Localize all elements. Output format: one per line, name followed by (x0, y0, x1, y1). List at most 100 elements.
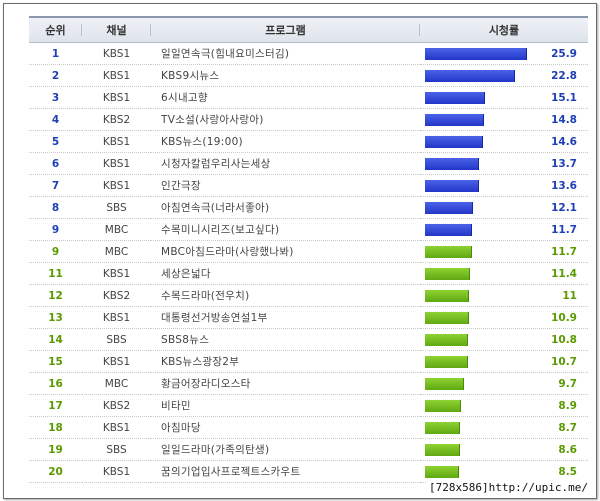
table-row[interactable]: 13 KBS1 대통령선거방송연설1부 10.9 (29, 306, 588, 329)
channel-cell: KBS1 (82, 152, 151, 175)
rating-value: 11 (562, 289, 577, 302)
rating-cell: 10.8 (420, 328, 588, 351)
table-row[interactable]: 9 MBC 수목미니시리즈(보고싶다) 11.7 (29, 218, 588, 241)
program-cell[interactable]: 6시내고향 (151, 86, 420, 109)
table-row[interactable]: 7 KBS1 인간극장 13.6 (29, 174, 588, 197)
rating-value: 10.9 (551, 311, 577, 324)
rank-cell: 13 (29, 306, 82, 329)
rating-bar (425, 69, 515, 82)
program-cell[interactable]: 수목드라마(전우치) (151, 284, 420, 307)
channel-cell: KBS2 (82, 108, 151, 131)
rating-cell: 15.1 (420, 86, 588, 109)
program-cell[interactable]: 아침연속극(너라서좋아) (151, 196, 420, 219)
channel-cell: KBS1 (82, 174, 151, 197)
table-row[interactable]: 8 SBS 아침연속극(너라서좋아) 12.1 (29, 196, 588, 219)
table-row[interactable]: 19 SBS 일일드라마(가족의탄생) 8.6 (29, 438, 588, 461)
rating-value: 11.7 (551, 223, 577, 236)
ratings-table: 순위 채널 프로그램 시청률 1 KBS1 일일연속극(힘내요미스터김) 25.9 2 K… (29, 16, 588, 483)
rank-cell: 18 (29, 416, 82, 439)
column-header-channel[interactable]: 채널 (82, 16, 151, 43)
program-cell[interactable]: 꿈의기업입사프로젝트스카우트 (151, 460, 420, 483)
table-row[interactable]: 12 KBS2 수목드라마(전우치) 11 (29, 284, 588, 307)
column-header-program[interactable]: 프로그램 (151, 16, 420, 43)
program-cell[interactable]: KBS뉴스(19:00) (151, 130, 420, 153)
table-row[interactable]: 17 KBS2 비타민 8.9 (29, 394, 588, 417)
rank-cell: 17 (29, 394, 82, 417)
rating-value: 11.4 (551, 267, 577, 280)
table-row[interactable]: 20 KBS1 꿈의기업입사프로젝트스카우트 8.5 (29, 460, 588, 483)
rating-cell: 11.7 (420, 240, 588, 263)
rating-cell: 14.8 (420, 108, 588, 131)
watermark-text: [728x586]http://upic.me/ (427, 481, 590, 494)
program-cell[interactable]: 일일드라마(가족의탄생) (151, 438, 420, 461)
rating-cell: 13.6 (420, 174, 588, 197)
ratings-table-container: 순위 채널 프로그램 시청률 1 KBS1 일일연속극(힘내요미스터김) 25.9 2 K… (29, 16, 588, 483)
table-row[interactable]: 11 KBS1 세상은넓다 11.4 (29, 262, 588, 285)
rating-value: 13.7 (551, 157, 577, 170)
rating-bar (425, 465, 459, 478)
table-body: 1 KBS1 일일연속극(힘내요미스터김) 25.9 2 KBS1 KBS9시뉴스 22.8 3… (29, 42, 588, 483)
program-cell[interactable]: KBS9시뉴스 (151, 64, 420, 87)
rating-cell: 8.6 (420, 438, 588, 461)
rank-cell: 14 (29, 328, 82, 351)
program-cell[interactable]: 아침마당 (151, 416, 420, 439)
screenshot-frame: 순위 채널 프로그램 시청률 1 KBS1 일일연속극(힘내요미스터김) 25.9 2 K… (3, 3, 597, 499)
rating-cell: 12.1 (420, 196, 588, 219)
table-row[interactable]: 5 KBS1 KBS뉴스(19:00) 14.6 (29, 130, 588, 153)
program-cell[interactable]: 인간극장 (151, 174, 420, 197)
channel-cell: KBS1 (82, 64, 151, 87)
rating-value: 9.7 (558, 377, 577, 390)
rank-cell: 2 (29, 64, 82, 87)
rank-cell: 7 (29, 174, 82, 197)
rating-bar (425, 179, 479, 192)
program-cell[interactable]: 황금어장라디오스타 (151, 372, 420, 395)
rating-value: 8.7 (558, 421, 577, 434)
program-cell[interactable]: 일일연속극(힘내요미스터김) (151, 42, 420, 65)
rating-bar (425, 91, 485, 104)
rating-cell: 14.6 (420, 130, 588, 153)
program-cell[interactable]: TV소설(사랑아사랑아) (151, 108, 420, 131)
column-header-rank[interactable]: 순위 (29, 16, 82, 43)
rating-bar (425, 223, 472, 236)
rating-bar (425, 377, 464, 390)
program-cell[interactable]: MBC아침드라마(사랑했나봐) (151, 240, 420, 263)
rating-value: 8.6 (558, 443, 577, 456)
rating-bar (425, 135, 483, 148)
rating-bar (425, 443, 460, 456)
table-row[interactable]: 4 KBS2 TV소설(사랑아사랑아) 14.8 (29, 108, 588, 131)
table-row[interactable]: 9 MBC MBC아침드라마(사랑했나봐) 11.7 (29, 240, 588, 263)
table-row[interactable]: 16 MBC 황금어장라디오스타 9.7 (29, 372, 588, 395)
table-row[interactable]: 15 KBS1 KBS뉴스광장2부 10.7 (29, 350, 588, 373)
program-cell[interactable]: KBS뉴스광장2부 (151, 350, 420, 373)
table-row[interactable]: 3 KBS1 6시내고향 15.1 (29, 86, 588, 109)
table-row[interactable]: 6 KBS1 시청자칼럼우리사는세상 13.7 (29, 152, 588, 175)
channel-cell: KBS1 (82, 262, 151, 285)
program-cell[interactable]: 시청자칼럼우리사는세상 (151, 152, 420, 175)
table-row[interactable]: 18 KBS1 아침마당 8.7 (29, 416, 588, 439)
rating-value: 14.8 (551, 113, 577, 126)
rank-cell: 19 (29, 438, 82, 461)
rating-value: 8.9 (558, 399, 577, 412)
channel-cell: SBS (82, 438, 151, 461)
rank-cell: 16 (29, 372, 82, 395)
program-cell[interactable]: 수목미니시리즈(보고싶다) (151, 218, 420, 241)
rank-cell: 8 (29, 196, 82, 219)
program-cell[interactable]: 세상은넓다 (151, 262, 420, 285)
rating-value: 14.6 (551, 135, 577, 148)
rating-bar (425, 201, 473, 214)
table-row[interactable]: 14 SBS SBS8뉴스 10.8 (29, 328, 588, 351)
program-cell[interactable]: 대통령선거방송연설1부 (151, 306, 420, 329)
program-cell[interactable]: SBS8뉴스 (151, 328, 420, 351)
table-row[interactable]: 1 KBS1 일일연속극(힘내요미스터김) 25.9 (29, 42, 588, 65)
channel-cell: KBS2 (82, 284, 151, 307)
program-cell[interactable]: 비타민 (151, 394, 420, 417)
channel-cell: KBS1 (82, 416, 151, 439)
rank-cell: 1 (29, 42, 82, 65)
column-header-rating[interactable]: 시청률 (420, 16, 588, 43)
rating-bar (425, 355, 468, 368)
rating-cell: 10.7 (420, 350, 588, 373)
rating-bar (425, 47, 527, 60)
rating-value: 12.1 (551, 201, 577, 214)
rating-cell: 13.7 (420, 152, 588, 175)
table-row[interactable]: 2 KBS1 KBS9시뉴스 22.8 (29, 64, 588, 87)
